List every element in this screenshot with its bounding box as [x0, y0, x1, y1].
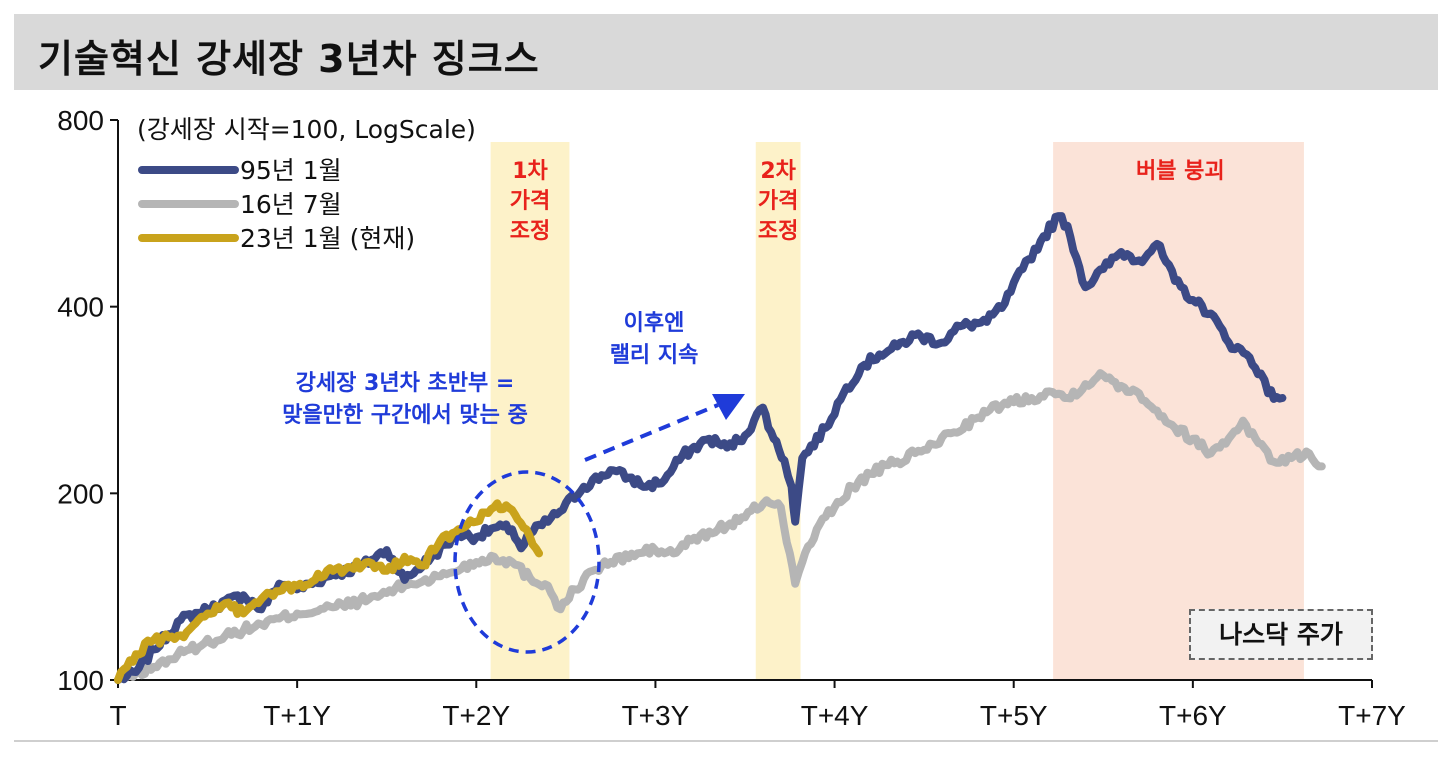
- x-tick-label: T+6Y: [1159, 700, 1227, 731]
- y-tick-label: 400: [57, 292, 104, 323]
- bubble-label: 버블 붕괴: [1136, 159, 1225, 184]
- y-tick-label: 200: [57, 478, 104, 509]
- rally-arrow-head: [712, 394, 745, 420]
- rally-label: 이후엔: [624, 311, 685, 336]
- x-tick-label: T+1Y: [263, 700, 331, 731]
- y-tick-label: 100: [57, 665, 104, 696]
- x-tick-label: T+3Y: [622, 700, 690, 731]
- bottom-divider: [14, 740, 1438, 742]
- shaded-period-1: [490, 142, 570, 680]
- rally-arrow-line: [584, 403, 719, 462]
- series-line: [114, 369, 1326, 684]
- source-box: 나스닥 주가: [1189, 609, 1373, 660]
- x-tick-label: T: [109, 700, 126, 731]
- y-tick-label: 800: [57, 105, 104, 136]
- adjustment-2-label: 가격: [758, 189, 798, 214]
- x-tick-label: T+5Y: [980, 700, 1048, 731]
- legend-label: 23년 1월 (현재): [240, 224, 415, 253]
- series-line: [114, 499, 543, 684]
- page-title: 기술혁신 강세장 3년차 징크스: [38, 37, 540, 81]
- adjustment-2-label: 조정: [758, 219, 798, 244]
- shaded-period-3: [1053, 142, 1304, 680]
- early-phase-label: 강세장 3년차 초반부 =: [296, 371, 515, 396]
- legend: (강세장 시작=100, LogScale) 95년 1월 16년 7월 23년 1월…: [137, 115, 476, 253]
- x-tick-label: T+4Y: [801, 700, 869, 731]
- adjustment-1-label: 조정: [510, 219, 550, 244]
- x-tick-label: T+2Y: [442, 700, 510, 731]
- shaded-periods: [490, 142, 1304, 680]
- adjustment-2-label: 2차: [760, 159, 796, 184]
- series-layer: [114, 212, 1326, 684]
- axes: 100 200 400 800 T T+1Y T+2Y T+3Y T+4Y T+5Y T+6Y T+7…: [57, 105, 1406, 731]
- adjustment-1-label: 가격: [510, 189, 550, 214]
- legend-label: 95년 1월: [240, 156, 342, 185]
- legend-label: 16년 7월: [240, 190, 342, 219]
- early-phase-label: 맞을만한 구간에서 맞는 중: [282, 403, 528, 428]
- title-bar: 기술혁신 강세장 3년차 징크스: [14, 14, 1438, 90]
- highlight-ellipse: [453, 470, 601, 654]
- adjustment-1-label: 1차: [512, 159, 548, 184]
- scale-note: (강세장 시작=100, LogScale): [137, 115, 476, 144]
- x-tick-label: T+7Y: [1338, 700, 1406, 731]
- rally-label: 랠리 지속: [610, 343, 699, 368]
